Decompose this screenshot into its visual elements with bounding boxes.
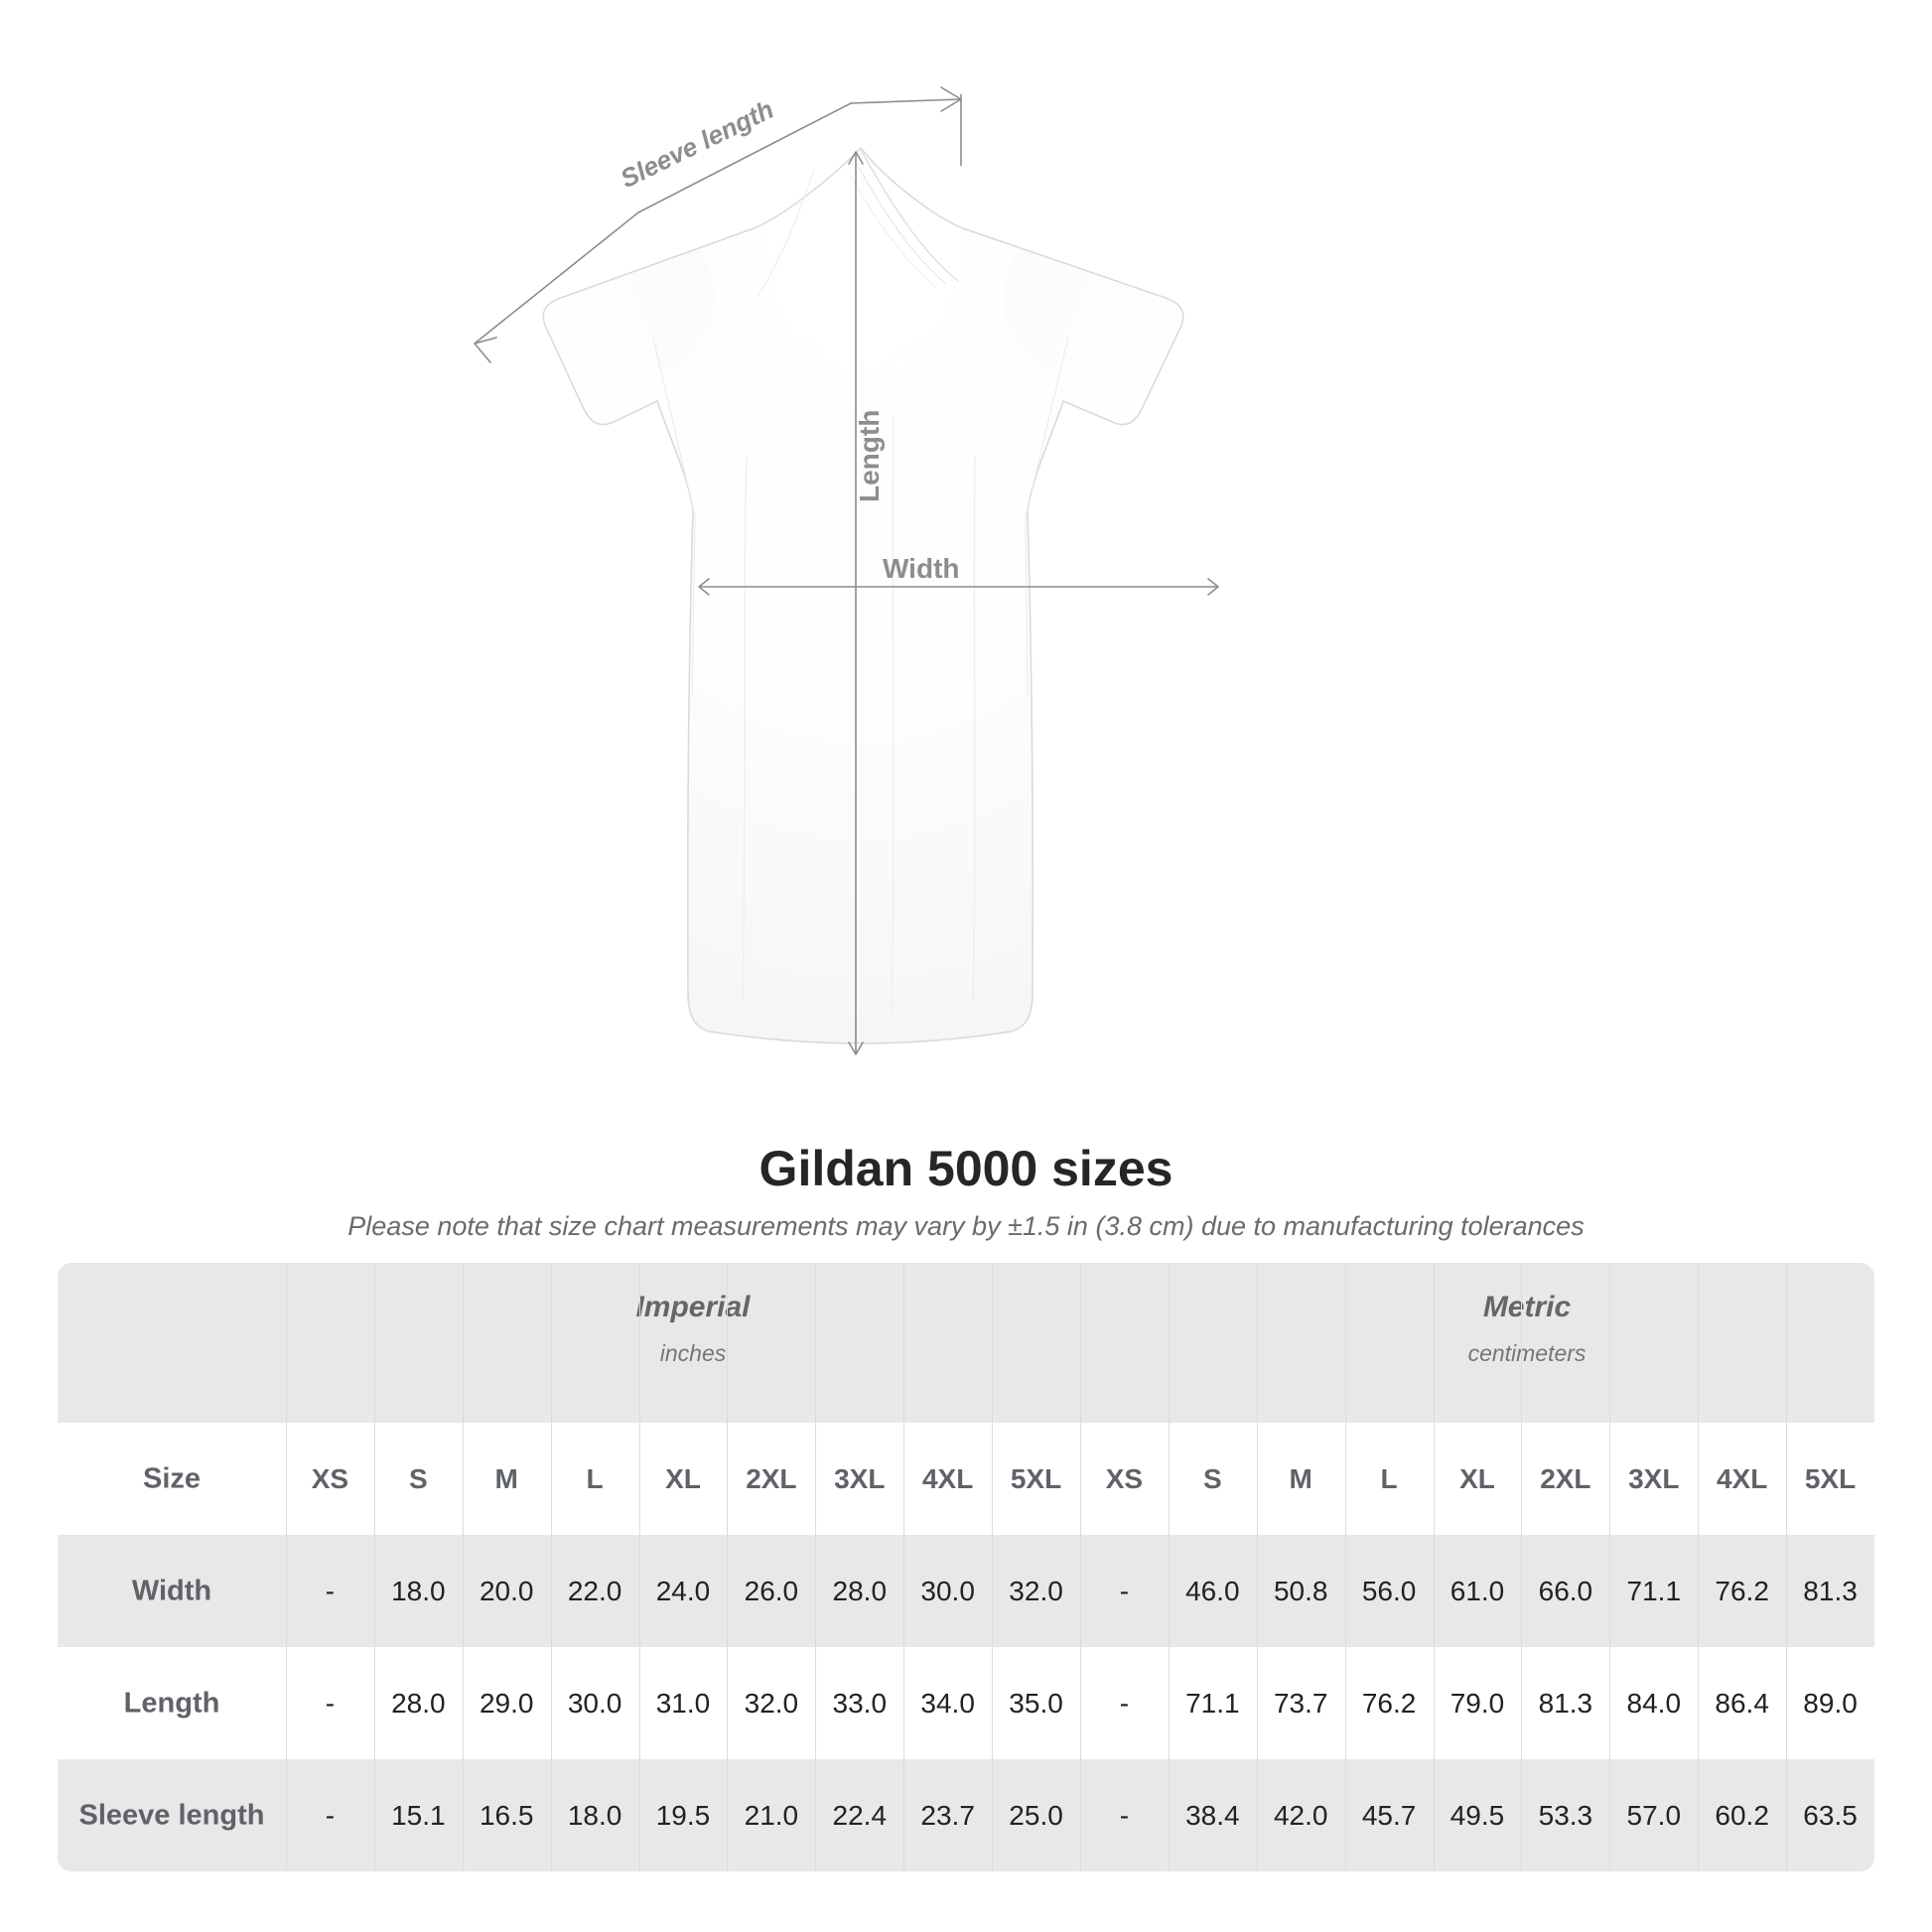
svg-text:Width: Width <box>883 553 960 584</box>
svg-text:Sleeve length: Sleeve length <box>616 94 778 194</box>
svg-text:Length: Length <box>854 410 885 502</box>
